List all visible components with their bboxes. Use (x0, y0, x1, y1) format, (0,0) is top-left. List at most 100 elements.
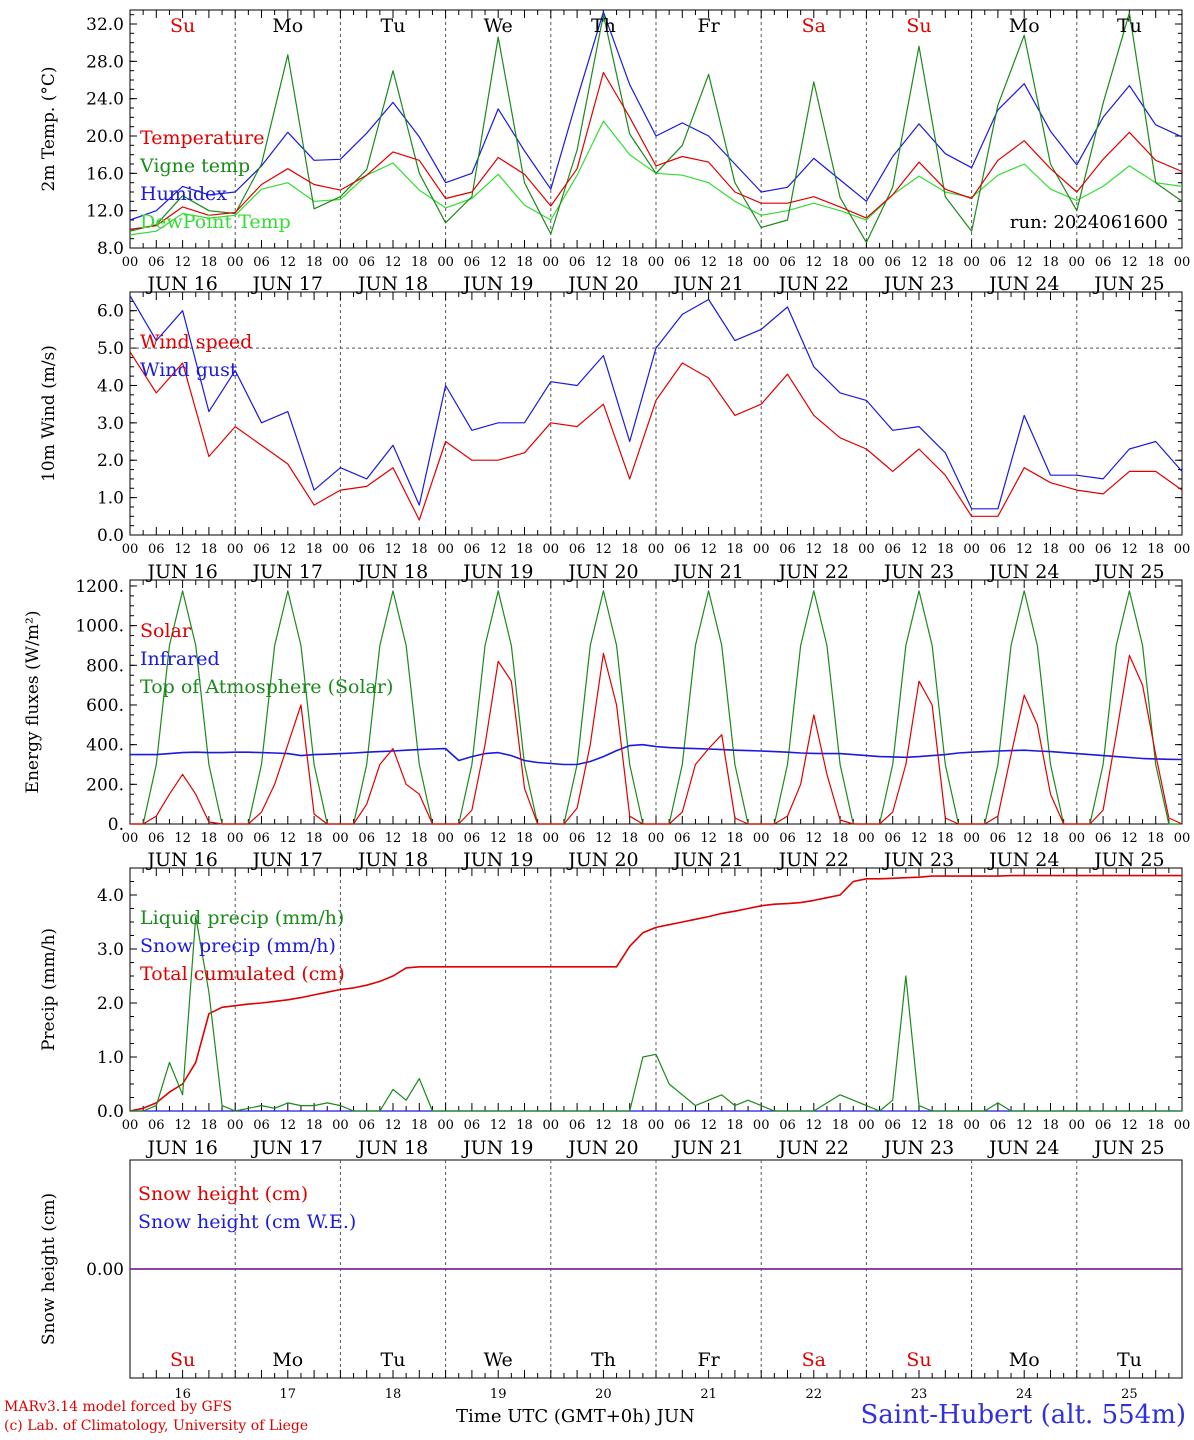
date-number-label: 20 (595, 1387, 612, 1402)
hour-tick-label: 00 (122, 542, 139, 557)
hour-tick-label: 18 (306, 1118, 323, 1133)
y-tick-label: 200. (86, 775, 124, 795)
hour-tick-label: 06 (253, 1118, 270, 1133)
hour-tick-label: 06 (674, 831, 691, 846)
hour-tick-label: 12 (280, 1118, 297, 1133)
hour-tick-label: 12 (1121, 1118, 1138, 1133)
hour-tick-label: 00 (1069, 255, 1086, 270)
date-label: JUN 21 (671, 1137, 743, 1159)
series-line-2 (129, 12, 1183, 243)
date-label: JUN 18 (356, 561, 428, 583)
panel-1 (129, 9, 1183, 249)
hour-tick-label: 12 (174, 542, 191, 557)
hour-tick-label: 18 (727, 542, 744, 557)
hour-tick-label: 06 (1095, 831, 1112, 846)
hour-tick-label: 18 (832, 1118, 849, 1133)
hour-tick-label: 12 (595, 831, 612, 846)
hour-tick-label: 00 (963, 831, 980, 846)
hour-tick-label: 00 (858, 831, 875, 846)
date-label: JUN 22 (777, 561, 849, 583)
hour-tick-label: 12 (911, 1118, 928, 1133)
y-tick-label: 32.0 (86, 15, 124, 35)
hour-tick-label: 06 (464, 542, 481, 557)
hour-tick-label: 18 (411, 542, 428, 557)
date-label: JUN 25 (1092, 561, 1164, 583)
series-line-1 (130, 652, 1183, 825)
hour-tick-label: 00 (648, 255, 665, 270)
hour-tick-label: 00 (332, 1118, 349, 1133)
date-label: JUN 19 (461, 561, 533, 583)
y-axis-title: 2m Temp. (°C) (39, 66, 59, 191)
weekday-label: Sa (802, 1349, 826, 1371)
date-label: JUN 17 (251, 273, 323, 295)
legend-entry: Temperature (140, 127, 264, 149)
date-label: JUN 19 (461, 273, 533, 295)
y-tick-label: 0.0 (97, 1102, 124, 1122)
date-number-label: 18 (385, 1387, 402, 1402)
date-label: JUN 18 (356, 849, 428, 871)
hour-tick-label: 06 (990, 542, 1007, 557)
weekday-label: Tu (381, 1349, 406, 1371)
hour-tick-label: 00 (963, 542, 980, 557)
hour-tick-label: 00 (753, 1118, 770, 1133)
hour-tick-label: 00 (227, 255, 244, 270)
hour-tick-label: 18 (1042, 255, 1059, 270)
hour-tick-label: 06 (253, 255, 270, 270)
hour-tick-label: 18 (621, 1118, 638, 1133)
bottom-axis-title-text: Time UTC (GMT+0h) (456, 1406, 651, 1427)
hour-tick-label: 18 (727, 831, 744, 846)
weekday-label: Su (906, 1349, 931, 1371)
hour-tick-label: 18 (201, 255, 218, 270)
hour-tick-label: 00 (648, 831, 665, 846)
hour-tick-label: 00 (1174, 831, 1191, 846)
date-label: JUN 23 (882, 849, 954, 871)
weekday-label: Su (170, 1349, 195, 1371)
date-label: JUN 24 (987, 1137, 1059, 1159)
y-axis-title: Energy fluxes (W/m²) (23, 611, 43, 794)
hour-tick-label: 18 (306, 542, 323, 557)
hour-tick-label: 18 (1147, 1118, 1164, 1133)
hour-tick-label: 06 (1095, 542, 1112, 557)
hour-tick-label: 12 (911, 255, 928, 270)
hour-tick-label: 06 (884, 542, 901, 557)
date-label: JUN 17 (251, 561, 323, 583)
hour-tick-label: 18 (832, 542, 849, 557)
hour-tick-label: 06 (569, 1118, 586, 1133)
hour-tick-label: 06 (884, 1118, 901, 1133)
date-label: JUN 18 (356, 1137, 428, 1159)
weekday-label: We (484, 1349, 513, 1371)
hour-tick-label: 06 (148, 1118, 165, 1133)
panel-4 (129, 867, 1183, 1112)
hour-tick-label: 12 (806, 255, 823, 270)
hour-tick-label: 18 (1042, 1118, 1059, 1133)
hour-tick-label: 18 (516, 831, 533, 846)
weekday-label: Mo (272, 15, 303, 37)
date-label: JUN 25 (1092, 1137, 1164, 1159)
date-label: JUN 18 (356, 273, 428, 295)
hour-tick-label: 18 (516, 255, 533, 270)
hour-tick-label: 00 (332, 542, 349, 557)
hour-tick-label: 00 (753, 831, 770, 846)
hour-tick-label: 00 (753, 255, 770, 270)
hour-tick-label: 18 (201, 542, 218, 557)
hour-tick-label: 00 (858, 1118, 875, 1133)
hour-tick-label: 18 (621, 255, 638, 270)
hour-tick-label: 18 (516, 1118, 533, 1133)
hour-tick-label: 12 (280, 542, 297, 557)
weekday-label: Tu (1117, 15, 1142, 37)
hour-tick-label: 12 (490, 1118, 507, 1133)
hour-tick-label: 06 (779, 831, 796, 846)
date-label: JUN 24 (987, 273, 1059, 295)
date-label: JUN 16 (145, 849, 217, 871)
series-line-1 (129, 351, 1183, 521)
hour-tick-label: 12 (1016, 1118, 1033, 1133)
hour-tick-label: 06 (569, 542, 586, 557)
legend-entry: Vigne temp (139, 155, 250, 177)
hour-tick-label: 12 (385, 831, 402, 846)
date-number-label: 21 (700, 1387, 717, 1402)
run-label: run: 2024061600 (1010, 212, 1168, 233)
weekday-label: Tu (381, 15, 406, 37)
hour-tick-label: 00 (543, 831, 560, 846)
hour-tick-label: 06 (674, 542, 691, 557)
